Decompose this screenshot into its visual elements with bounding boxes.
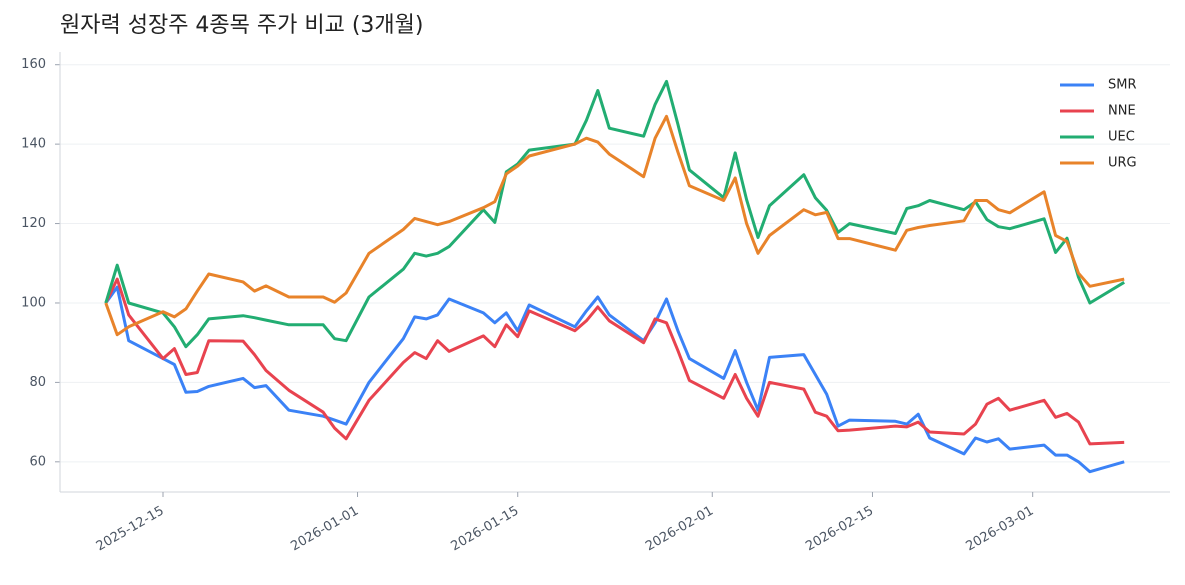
x-tick-label: 2026-02-01 — [643, 504, 716, 555]
y-tick-label: 100 — [21, 295, 46, 310]
x-tick-label: 2026-01-01 — [288, 504, 361, 555]
x-tick-label: 2026-02-15 — [803, 504, 876, 555]
series-line — [104, 277, 1125, 446]
y-tick-label: 120 — [21, 216, 46, 231]
chart-title: 원자력 성장주 4종목 주가 비교 (3개월) — [60, 13, 424, 38]
x-tick-label: 2025-12-15 — [94, 504, 167, 555]
x-tick-label: 2026-03-01 — [963, 504, 1036, 555]
legend-label: NNE — [1108, 104, 1136, 119]
y-tick-label: 160 — [21, 57, 46, 72]
y-tick-label: 140 — [21, 137, 46, 152]
legend-label: SMR — [1108, 78, 1137, 93]
legend-label: URG — [1108, 156, 1137, 171]
y-tick-label: 60 — [29, 454, 46, 469]
legend-label: UEC — [1108, 130, 1135, 145]
y-tick-label: 80 — [29, 375, 46, 390]
x-tick-label: 2026-01-15 — [449, 504, 522, 555]
series-line — [104, 114, 1125, 337]
series-line — [104, 285, 1125, 474]
series-line — [104, 79, 1125, 349]
